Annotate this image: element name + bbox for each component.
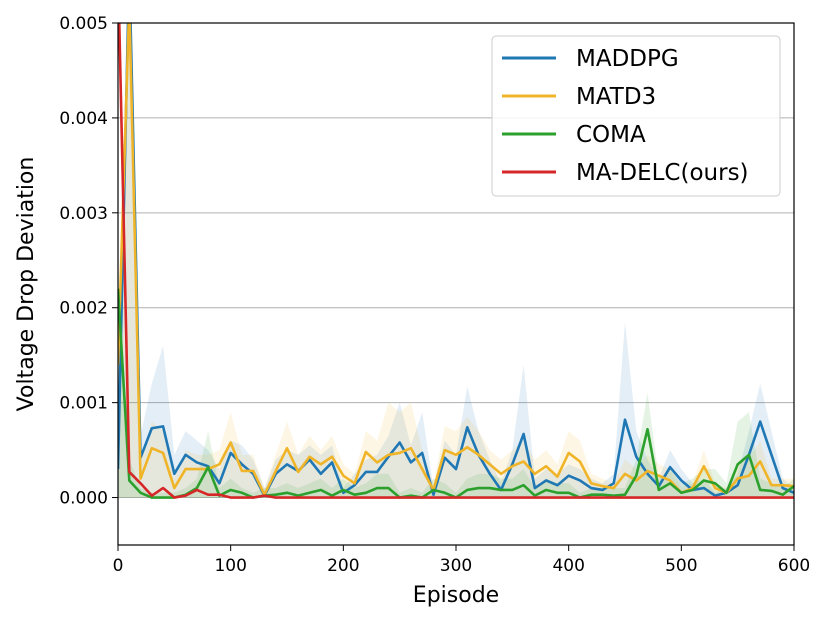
legend: MADDPG MATD3 COMA MA-DELC(ours) — [491, 35, 781, 197]
y-tick-label: 0.003 — [59, 204, 108, 224]
legend-label-coma: COMA — [576, 122, 646, 148]
y-tick-label: 0.005 — [59, 14, 108, 34]
y-tick-label: 0.000 — [59, 489, 108, 509]
y-axis-ticks: 0.000 0.001 0.002 0.003 0.004 0.005 — [59, 14, 118, 509]
line-ma-delc-ours — [118, 23, 794, 499]
y-tick-label: 0.001 — [59, 394, 108, 414]
y-axis-title: Voltage Drop Deviation — [14, 157, 39, 412]
x-tick-label: 0 — [113, 556, 124, 576]
x-tick-label: 500 — [665, 556, 697, 576]
confidence-bands — [118, 23, 794, 498]
x-tick-label: 200 — [327, 556, 359, 576]
x-axis-ticks: 0 100 200 300 400 500 600 — [113, 545, 810, 576]
x-axis-title: Episode — [413, 583, 499, 608]
x-tick-label: 100 — [214, 556, 246, 576]
line-maddpg — [118, 23, 794, 497]
y-tick-label: 0.002 — [59, 299, 108, 319]
legend-box — [491, 35, 781, 197]
series-lines — [118, 23, 794, 499]
band-maddpg — [118, 23, 794, 498]
x-tick-label: 300 — [440, 556, 472, 576]
legend-label-ma-delc-ours: MA-DELC(ours) — [576, 160, 749, 186]
y-tick-label: 0.004 — [59, 109, 108, 129]
legend-label-maddpg: MADDPG — [576, 46, 679, 72]
x-tick-label: 600 — [778, 556, 810, 576]
legend-label-matd3: MATD3 — [576, 84, 656, 110]
x-tick-label: 400 — [552, 556, 584, 576]
